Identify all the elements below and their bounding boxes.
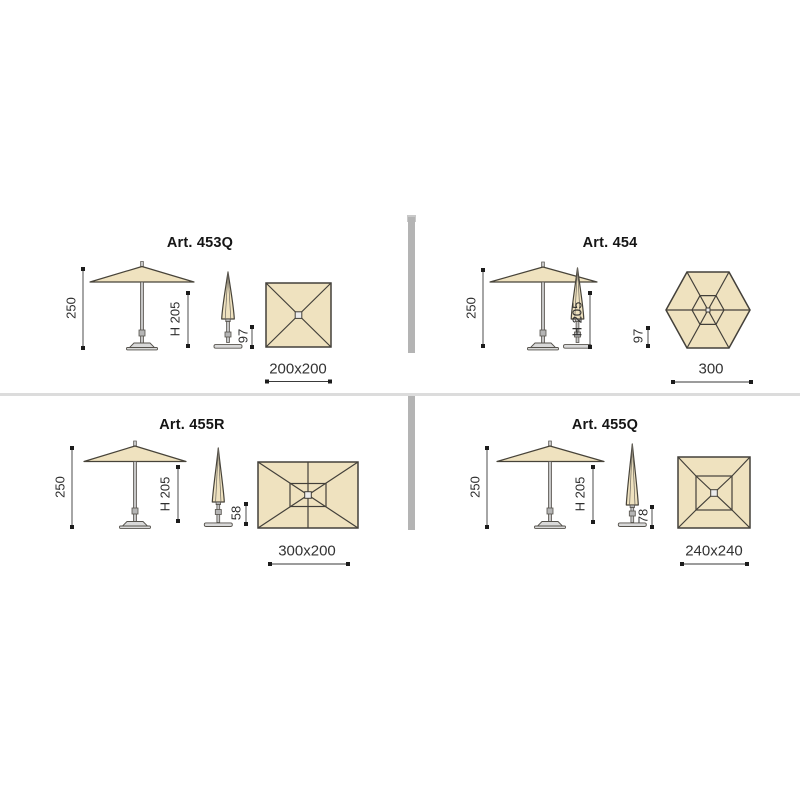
closed-fold-height-label-453q: 97: [235, 328, 251, 344]
total-height-label-455r: 250: [52, 476, 68, 498]
pole-hub: [546, 507, 554, 515]
base-foot: [119, 525, 151, 529]
finial: [541, 261, 545, 268]
open-umbrella-454: [489, 261, 598, 351]
pole-hub: [138, 329, 146, 337]
closed-canopy: [221, 271, 235, 320]
under-canopy-height-label-453q: H 205: [167, 301, 183, 337]
total-height-label-453q: 250: [63, 297, 79, 319]
dimension-lines-453q: [81, 267, 332, 384]
pole-hub: [539, 329, 547, 337]
base-foot: [527, 347, 559, 351]
canopy-side: [89, 265, 195, 283]
closed-umbrella-455r: [203, 447, 233, 527]
finial: [548, 440, 552, 447]
closed-fold-height-label-454: 97: [630, 328, 646, 344]
product-title-455q: Art. 455Q: [571, 416, 639, 433]
under-canopy-height-label-455r: H 205: [157, 476, 173, 512]
closed-umbrella-453q: [213, 271, 243, 349]
open-umbrella-455q: [496, 440, 605, 529]
center-hub: [294, 311, 303, 319]
fold-line: [227, 271, 232, 320]
closed-fold-height-label-455r: 58: [228, 505, 244, 521]
total-height-label-455q: 250: [467, 476, 483, 498]
inner-square: [695, 475, 733, 511]
closed-umbrella-455q: [617, 443, 647, 527]
canopy-size-label-455q: 240x240: [685, 542, 743, 560]
canopy-side: [489, 266, 598, 283]
fold-line: [574, 267, 578, 320]
open-umbrella-455r: [83, 440, 187, 529]
canopy-size-label-453q: 200x200: [269, 360, 327, 378]
base-foot: [563, 344, 592, 349]
base-foot: [534, 525, 566, 529]
pole-hub: [131, 507, 139, 515]
base-stand: [121, 521, 149, 527]
total-height-label-454: 250: [463, 297, 479, 319]
under-canopy-height-label-454: H 205: [569, 301, 585, 337]
base-stand: [128, 342, 156, 348]
canopy-side: [496, 445, 605, 463]
inner-hexagon: [691, 295, 725, 325]
top-view-455r: [257, 461, 359, 529]
base-foot: [126, 347, 158, 351]
open-umbrella-453q: [89, 261, 195, 351]
fold-line: [217, 447, 222, 503]
rib-corner-lines: [677, 456, 751, 529]
center-hub: [705, 307, 711, 313]
top-view-453q: [265, 282, 332, 348]
vertical-divider-top: [408, 217, 415, 353]
fold-line: [224, 271, 229, 320]
base-stand: [529, 342, 557, 348]
product-title-454: Art. 454: [582, 234, 638, 251]
closed-umbrella-454: [563, 267, 592, 349]
fold-line: [631, 443, 636, 506]
dimension-lines-455r: [70, 446, 350, 566]
base-stand: [536, 521, 564, 527]
base-foot: [617, 522, 647, 527]
center-hub: [304, 491, 312, 499]
product-title-455r: Art. 455R: [159, 416, 225, 433]
fold-line: [215, 447, 219, 503]
inner-rectangle: [289, 482, 327, 508]
canopy-size-label-454: 300: [698, 360, 724, 378]
closed-canopy: [625, 443, 639, 506]
fold-line: [577, 267, 581, 320]
dimension-lines-455q: [485, 446, 749, 566]
canopy-side: [83, 445, 187, 463]
finial: [140, 261, 144, 267]
pole-hub: [628, 510, 636, 517]
pole-hub: [574, 331, 581, 338]
product-title-453q: Art. 453Q: [166, 234, 234, 251]
base-foot: [213, 344, 243, 349]
closed-canopy: [211, 447, 225, 503]
top-view-454: [665, 271, 751, 349]
horizontal-divider: [0, 393, 800, 396]
pole-hub: [214, 509, 222, 515]
under-canopy-height-label-455q: H 205: [572, 476, 588, 512]
finial: [133, 440, 137, 447]
vertical-divider-bottom: [408, 395, 415, 530]
dimension-lines-454: [481, 268, 753, 384]
canopy-size-label-455r: 300x200: [278, 542, 336, 560]
pole-hub: [224, 331, 232, 338]
center-hub: [710, 489, 718, 497]
closed-fold-height-label-455q: 78: [635, 508, 651, 524]
fold-line: [629, 443, 633, 506]
top-view-455q: [677, 456, 751, 529]
base-foot: [203, 522, 233, 527]
